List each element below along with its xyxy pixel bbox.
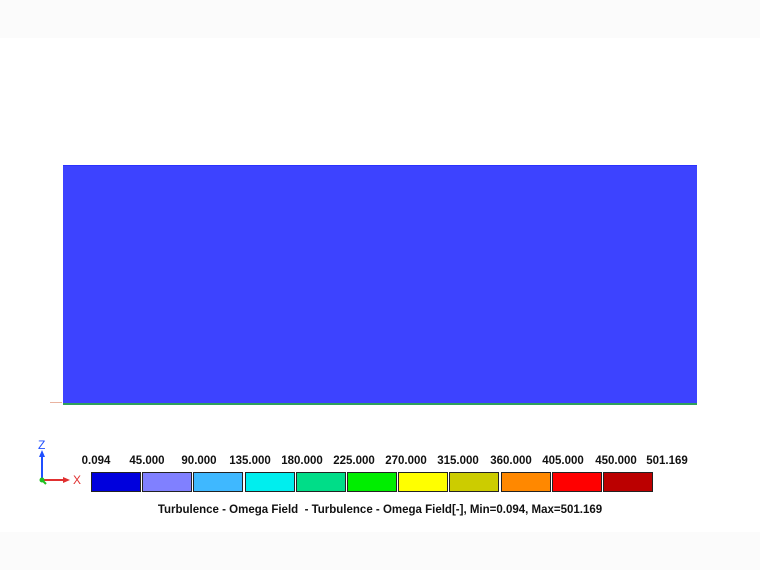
legend-value: 0.094 <box>81 455 111 467</box>
legend-value: 315.000 <box>437 455 479 467</box>
legend-value: 360.000 <box>490 455 532 467</box>
legend-swatch <box>193 472 244 492</box>
x-axis-label: X <box>73 473 81 487</box>
legend-value: 405.000 <box>542 455 584 467</box>
legend-value: 450.000 <box>595 455 637 467</box>
legend-swatch <box>398 472 449 492</box>
legend-swatch <box>244 472 295 492</box>
legend-value: 225.000 <box>333 455 375 467</box>
viewport-bottom-band <box>0 532 760 570</box>
z-axis-label: Z <box>38 440 45 452</box>
viewport-top-band <box>0 0 760 38</box>
legend-value: 135.000 <box>229 455 271 467</box>
legend-value: 180.000 <box>281 455 323 467</box>
legend-swatch <box>602 472 653 492</box>
legend-swatch <box>346 472 397 492</box>
legend-swatch <box>142 472 193 492</box>
legend-caption: Turbulence - Omega Field - Turbulence - … <box>157 504 603 516</box>
color-legend-bar <box>91 472 654 494</box>
omega-field-contour-plot[interactable] <box>63 165 697 405</box>
legend-swatch <box>500 472 551 492</box>
z-axis-arrow-icon <box>39 450 45 457</box>
legend-value: 501.169 <box>646 455 688 467</box>
legend-value: 270.000 <box>385 455 427 467</box>
legend-swatch <box>449 472 500 492</box>
ground-line-marker <box>50 402 62 403</box>
legend-value: 45.000 <box>129 455 165 467</box>
x-axis-arrow-icon <box>63 477 70 483</box>
legend-value: 90.000 <box>181 455 217 467</box>
legend-swatch <box>91 472 141 492</box>
legend-swatch <box>551 472 602 492</box>
coordinate-axis-triad: Z X <box>38 440 81 487</box>
legend-value-labels: 0.094 45.000 90.000 135.000 180.000 225.… <box>62 455 712 469</box>
legend-swatch <box>295 472 346 492</box>
